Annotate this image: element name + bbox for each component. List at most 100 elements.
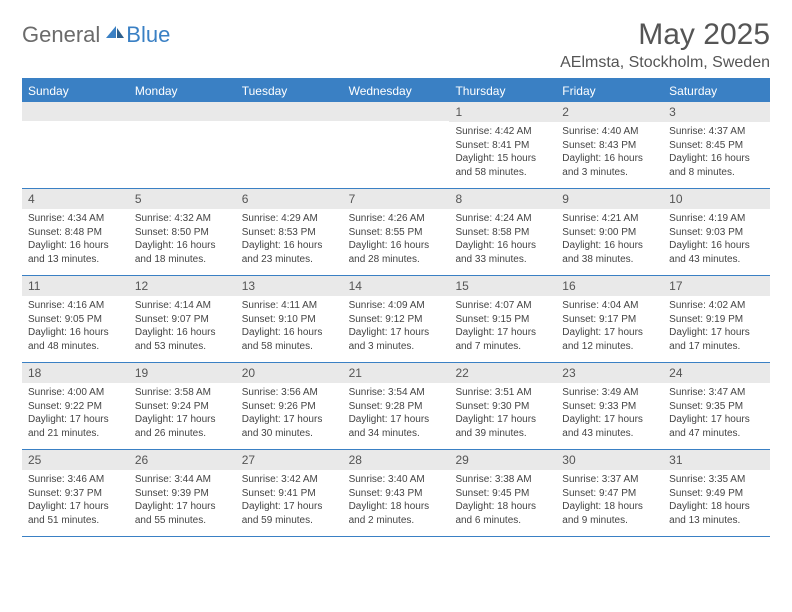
day-details: Sunrise: 3:56 AMSunset: 9:26 PMDaylight:… [236,383,343,446]
calendar-cell: 4Sunrise: 4:34 AMSunset: 8:48 PMDaylight… [22,189,129,275]
day-details: Sunrise: 3:51 AMSunset: 9:30 PMDaylight:… [449,383,556,446]
weeks-container: 1Sunrise: 4:42 AMSunset: 8:41 PMDaylight… [22,102,770,537]
day-details: Sunrise: 4:24 AMSunset: 8:58 PMDaylight:… [449,209,556,272]
calendar-cell: 2Sunrise: 4:40 AMSunset: 8:43 PMDaylight… [556,102,663,188]
calendar-cell: 12Sunrise: 4:14 AMSunset: 9:07 PMDayligh… [129,276,236,362]
day-details: Sunrise: 4:26 AMSunset: 8:55 PMDaylight:… [343,209,450,272]
day-number: 27 [236,450,343,470]
day-header-saturday: Saturday [663,80,770,102]
day-number: 7 [343,189,450,209]
calendar-cell [236,102,343,188]
day-number: 14 [343,276,450,296]
day-number [343,102,450,121]
calendar-cell: 25Sunrise: 3:46 AMSunset: 9:37 PMDayligh… [22,450,129,536]
calendar-cell: 11Sunrise: 4:16 AMSunset: 9:05 PMDayligh… [22,276,129,362]
day-number [236,102,343,121]
calendar-cell: 8Sunrise: 4:24 AMSunset: 8:58 PMDaylight… [449,189,556,275]
calendar-cell [343,102,450,188]
week-row: 18Sunrise: 4:00 AMSunset: 9:22 PMDayligh… [22,363,770,450]
day-number: 8 [449,189,556,209]
day-details: Sunrise: 4:16 AMSunset: 9:05 PMDaylight:… [22,296,129,359]
logo-text-blue: Blue [126,22,170,48]
day-number [22,102,129,121]
day-number: 5 [129,189,236,209]
day-number: 24 [663,363,770,383]
day-details: Sunrise: 3:44 AMSunset: 9:39 PMDaylight:… [129,470,236,533]
day-header-row: Sunday Monday Tuesday Wednesday Thursday… [22,80,770,102]
calendar-cell: 18Sunrise: 4:00 AMSunset: 9:22 PMDayligh… [22,363,129,449]
week-row: 25Sunrise: 3:46 AMSunset: 9:37 PMDayligh… [22,450,770,537]
day-number: 23 [556,363,663,383]
day-details: Sunrise: 4:11 AMSunset: 9:10 PMDaylight:… [236,296,343,359]
day-header-friday: Friday [556,80,663,102]
day-details: Sunrise: 4:04 AMSunset: 9:17 PMDaylight:… [556,296,663,359]
calendar-cell: 3Sunrise: 4:37 AMSunset: 8:45 PMDaylight… [663,102,770,188]
day-details: Sunrise: 3:38 AMSunset: 9:45 PMDaylight:… [449,470,556,533]
calendar-cell: 14Sunrise: 4:09 AMSunset: 9:12 PMDayligh… [343,276,450,362]
day-number: 17 [663,276,770,296]
day-details: Sunrise: 4:07 AMSunset: 9:15 PMDaylight:… [449,296,556,359]
calendar-cell [22,102,129,188]
calendar-cell: 6Sunrise: 4:29 AMSunset: 8:53 PMDaylight… [236,189,343,275]
day-header-sunday: Sunday [22,80,129,102]
day-details: Sunrise: 3:37 AMSunset: 9:47 PMDaylight:… [556,470,663,533]
calendar-cell: 22Sunrise: 3:51 AMSunset: 9:30 PMDayligh… [449,363,556,449]
day-details: Sunrise: 4:29 AMSunset: 8:53 PMDaylight:… [236,209,343,272]
week-row: 4Sunrise: 4:34 AMSunset: 8:48 PMDaylight… [22,189,770,276]
day-details: Sunrise: 3:54 AMSunset: 9:28 PMDaylight:… [343,383,450,446]
calendar-cell: 23Sunrise: 3:49 AMSunset: 9:33 PMDayligh… [556,363,663,449]
day-number: 18 [22,363,129,383]
day-details: Sunrise: 3:42 AMSunset: 9:41 PMDaylight:… [236,470,343,533]
day-details: Sunrise: 3:58 AMSunset: 9:24 PMDaylight:… [129,383,236,446]
calendar-cell: 30Sunrise: 3:37 AMSunset: 9:47 PMDayligh… [556,450,663,536]
week-row: 1Sunrise: 4:42 AMSunset: 8:41 PMDaylight… [22,102,770,189]
title-block: May 2025 AElmsta, Stockholm, Sweden [560,18,770,72]
day-header-monday: Monday [129,80,236,102]
day-details: Sunrise: 3:49 AMSunset: 9:33 PMDaylight:… [556,383,663,446]
day-number: 2 [556,102,663,122]
day-number: 10 [663,189,770,209]
day-details: Sunrise: 4:40 AMSunset: 8:43 PMDaylight:… [556,122,663,185]
day-details: Sunrise: 4:21 AMSunset: 9:00 PMDaylight:… [556,209,663,272]
day-number: 15 [449,276,556,296]
calendar-cell: 16Sunrise: 4:04 AMSunset: 9:17 PMDayligh… [556,276,663,362]
day-number: 12 [129,276,236,296]
month-title: May 2025 [560,18,770,52]
calendar-cell: 31Sunrise: 3:35 AMSunset: 9:49 PMDayligh… [663,450,770,536]
calendar-cell: 24Sunrise: 3:47 AMSunset: 9:35 PMDayligh… [663,363,770,449]
day-number [129,102,236,121]
day-header-thursday: Thursday [449,80,556,102]
day-header-tuesday: Tuesday [236,80,343,102]
day-details: Sunrise: 3:47 AMSunset: 9:35 PMDaylight:… [663,383,770,446]
day-details: Sunrise: 4:34 AMSunset: 8:48 PMDaylight:… [22,209,129,272]
calendar-cell: 7Sunrise: 4:26 AMSunset: 8:55 PMDaylight… [343,189,450,275]
day-number: 29 [449,450,556,470]
calendar-cell: 10Sunrise: 4:19 AMSunset: 9:03 PMDayligh… [663,189,770,275]
day-details: Sunrise: 4:09 AMSunset: 9:12 PMDaylight:… [343,296,450,359]
day-number: 22 [449,363,556,383]
calendar-cell: 9Sunrise: 4:21 AMSunset: 9:00 PMDaylight… [556,189,663,275]
calendar-cell [129,102,236,188]
day-number: 28 [343,450,450,470]
logo-sail-icon [104,24,126,47]
day-number: 25 [22,450,129,470]
calendar-cell: 27Sunrise: 3:42 AMSunset: 9:41 PMDayligh… [236,450,343,536]
day-number: 9 [556,189,663,209]
week-row: 11Sunrise: 4:16 AMSunset: 9:05 PMDayligh… [22,276,770,363]
calendar-cell: 20Sunrise: 3:56 AMSunset: 9:26 PMDayligh… [236,363,343,449]
day-number: 20 [236,363,343,383]
day-number: 26 [129,450,236,470]
calendar-cell: 1Sunrise: 4:42 AMSunset: 8:41 PMDaylight… [449,102,556,188]
day-header-wednesday: Wednesday [343,80,450,102]
calendar-cell: 26Sunrise: 3:44 AMSunset: 9:39 PMDayligh… [129,450,236,536]
day-number: 11 [22,276,129,296]
header: General Blue May 2025 AElmsta, Stockholm… [22,18,770,72]
day-number: 1 [449,102,556,122]
logo: General Blue [22,18,170,48]
calendar: Sunday Monday Tuesday Wednesday Thursday… [22,78,770,537]
day-details: Sunrise: 3:35 AMSunset: 9:49 PMDaylight:… [663,470,770,533]
calendar-cell: 13Sunrise: 4:11 AMSunset: 9:10 PMDayligh… [236,276,343,362]
logo-text-general: General [22,22,100,48]
location: AElmsta, Stockholm, Sweden [560,54,770,72]
day-number: 21 [343,363,450,383]
